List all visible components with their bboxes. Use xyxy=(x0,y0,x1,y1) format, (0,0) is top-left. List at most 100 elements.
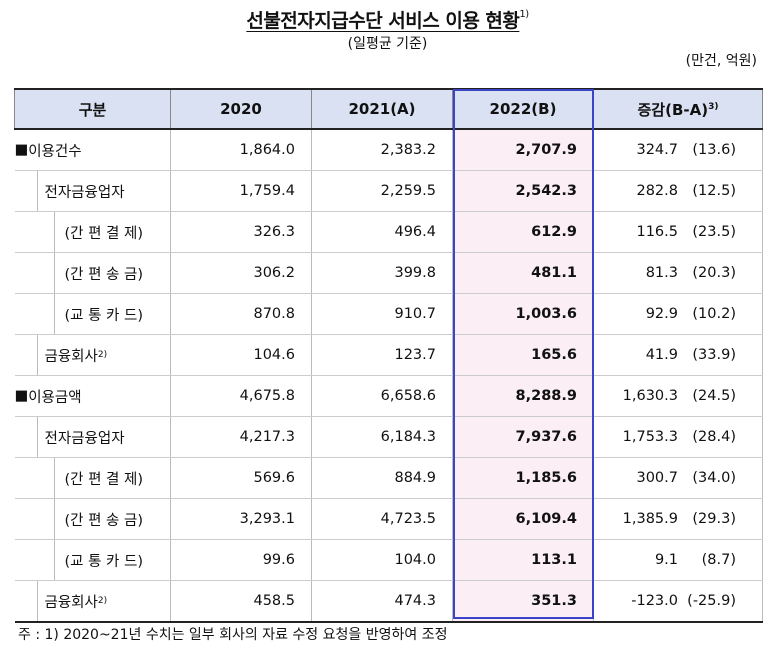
change-amount: -123.0 xyxy=(631,593,678,609)
table-row: (간 편 결 제) 326.3 496.4 612.9 116.5 (23.5) xyxy=(14,211,763,253)
bullet-icon: ■ xyxy=(14,142,29,158)
row-label-text: 전자금융업자 xyxy=(44,184,125,201)
cell-2021: 4,723.5 xyxy=(311,498,453,540)
header-change-footnote: 3) xyxy=(708,101,719,112)
cell-2022: 7,937.6 xyxy=(452,416,594,458)
cell-change: 282.8 (12.5) xyxy=(593,170,763,212)
header-row: 구분 2020 2021(A) 2022(B) 증감(B-A)3) xyxy=(14,88,763,130)
cell-2020: 1,759.4 xyxy=(170,170,312,212)
cell-2021: 2,383.2 xyxy=(311,129,453,171)
row-label: (간 편 송 금) xyxy=(14,498,171,540)
cell-2021: 123.7 xyxy=(311,334,453,376)
change-amount: 300.7 xyxy=(636,470,678,486)
header-2020: 2020 xyxy=(170,88,312,130)
footnote-mark: 2) xyxy=(97,596,108,606)
cell-2021: 474.3 xyxy=(311,580,453,623)
row-label: (교 통 카 드) xyxy=(14,293,171,335)
header-change-text: 증감(B-A) xyxy=(637,100,709,119)
row-label-text: 이용건수 xyxy=(28,143,82,160)
row-label-text: 금융회사 xyxy=(44,594,98,611)
change-amount: 116.5 xyxy=(636,224,678,240)
cell-2021: 910.7 xyxy=(311,293,453,335)
header-2021: 2021(A) xyxy=(311,88,453,130)
row-label-text: (간 편 결 제) xyxy=(64,471,144,488)
cell-2020: 99.6 xyxy=(170,539,312,581)
table-row: ■ 이용금액 4,675.8 6,658.6 8,288.9 1,630.3 (24… xyxy=(14,375,763,417)
cell-2020: 3,293.1 xyxy=(170,498,312,540)
cell-2022: 481.1 xyxy=(452,252,594,294)
header-category: 구분 xyxy=(14,88,171,130)
table-row: 금융회사 2) 104.6 123.7 165.6 41.9 (33.9) xyxy=(14,334,763,376)
cell-2022: 1,003.6 xyxy=(452,293,594,335)
cell-change: 324.7 (13.6) xyxy=(593,129,763,171)
cell-change: 1,753.3 (28.4) xyxy=(593,416,763,458)
change-percent: (24.5) xyxy=(692,388,736,404)
cell-2020: 306.2 xyxy=(170,252,312,294)
table-row: 전자금융업자 1,759.4 2,259.5 2,542.3 282.8 (12.… xyxy=(14,170,763,212)
cell-2021: 6,658.6 xyxy=(311,375,453,417)
header-2022: 2022(B) xyxy=(452,88,594,130)
cell-change: -123.0 (-25.9) xyxy=(593,580,763,623)
footnote: 주 : 1) 2020~21년 수치는 일부 회사의 자료 수정 요청을 반영하… xyxy=(18,627,448,643)
table-row: (간 편 송 금) 306.2 399.8 481.1 81.3 (20.3) xyxy=(14,252,763,294)
change-percent: (29.3) xyxy=(692,511,736,527)
change-amount: 41.9 xyxy=(645,347,678,363)
row-label-text: 전자금융업자 xyxy=(44,430,125,447)
row-label: 전자금융업자 xyxy=(14,170,171,212)
change-percent: (10.2) xyxy=(692,306,736,322)
cell-2022: 351.3 xyxy=(452,580,594,623)
header-change: 증감(B-A)3) xyxy=(593,88,763,130)
row-label-text: (교 통 카 드) xyxy=(64,307,144,324)
cell-2021: 399.8 xyxy=(311,252,453,294)
cell-change: 41.9 (33.9) xyxy=(593,334,763,376)
row-label: (간 편 결 제) xyxy=(14,211,171,253)
cell-2020: 4,217.3 xyxy=(170,416,312,458)
change-percent: (8.7) xyxy=(701,552,736,568)
cell-2022: 612.9 xyxy=(452,211,594,253)
cell-change: 81.3 (20.3) xyxy=(593,252,763,294)
bullet-icon: ■ xyxy=(14,388,29,404)
row-label: (교 통 카 드) xyxy=(14,539,171,581)
row-label-text: (간 편 송 금) xyxy=(64,512,144,529)
row-label: 금융회사 2) xyxy=(14,334,171,376)
row-label: 금융회사 2) xyxy=(14,580,171,623)
cell-change: 9.1 (8.7) xyxy=(593,539,763,581)
cell-2022: 6,109.4 xyxy=(452,498,594,540)
cell-2020: 1,864.0 xyxy=(170,129,312,171)
cell-2020: 326.3 xyxy=(170,211,312,253)
change-percent: (28.4) xyxy=(692,429,736,445)
change-amount: 1,753.3 xyxy=(622,429,678,445)
cell-2020: 458.5 xyxy=(170,580,312,623)
change-percent: (12.5) xyxy=(692,183,736,199)
row-label-text: 이용금액 xyxy=(28,389,82,406)
cell-2021: 104.0 xyxy=(311,539,453,581)
table-row: (교 통 카 드) 870.8 910.7 1,003.6 92.9 (10.2) xyxy=(14,293,763,335)
change-percent: (20.3) xyxy=(692,265,736,281)
change-amount: 1,385.9 xyxy=(622,511,678,527)
cell-change: 92.9 (10.2) xyxy=(593,293,763,335)
cell-2021: 884.9 xyxy=(311,457,453,499)
change-percent: (34.0) xyxy=(692,470,736,486)
usage-table: 구분 2020 2021(A) 2022(B) 증감(B-A)3) ■ 이용건수 … xyxy=(14,88,763,623)
row-label-text: (간 편 송 금) xyxy=(64,266,144,283)
cell-2020: 4,675.8 xyxy=(170,375,312,417)
row-label: ■ 이용건수 xyxy=(14,129,171,171)
unit-label: (만건, 억원) xyxy=(685,53,757,69)
change-amount: 92.9 xyxy=(645,306,678,322)
cell-2022: 1,185.6 xyxy=(452,457,594,499)
row-label: (간 편 결 제) xyxy=(14,457,171,499)
cell-2021: 496.4 xyxy=(311,211,453,253)
row-label: (간 편 송 금) xyxy=(14,252,171,294)
change-percent: (33.9) xyxy=(692,347,736,363)
change-amount: 324.7 xyxy=(636,142,678,158)
cell-2020: 870.8 xyxy=(170,293,312,335)
table-row: (간 편 송 금) 3,293.1 4,723.5 6,109.4 1,385.… xyxy=(14,498,763,540)
cell-2022: 165.6 xyxy=(452,334,594,376)
change-amount: 282.8 xyxy=(636,183,678,199)
cell-2020: 569.6 xyxy=(170,457,312,499)
change-amount: 81.3 xyxy=(645,265,678,281)
row-label: 전자금융업자 xyxy=(14,416,171,458)
change-amount: 1,630.3 xyxy=(622,388,678,404)
change-amount: 9.1 xyxy=(654,552,678,568)
cell-change: 116.5 (23.5) xyxy=(593,211,763,253)
